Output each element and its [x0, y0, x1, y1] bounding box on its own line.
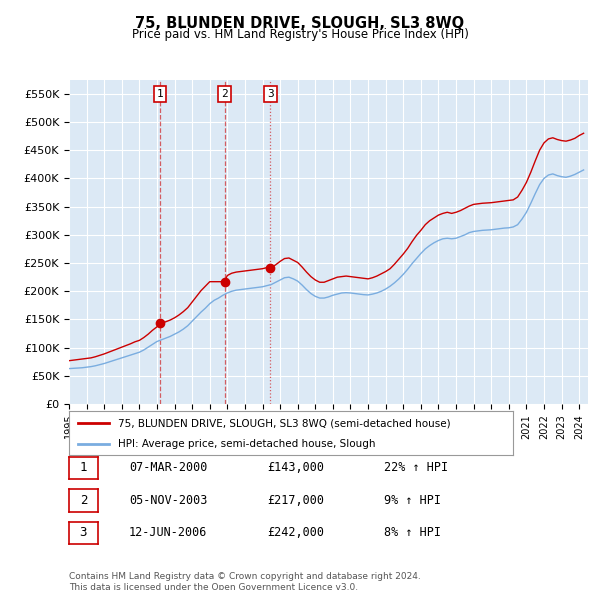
Text: 3: 3	[80, 526, 87, 539]
Text: Price paid vs. HM Land Registry's House Price Index (HPI): Price paid vs. HM Land Registry's House …	[131, 28, 469, 41]
Text: 1: 1	[80, 461, 87, 474]
Text: £217,000: £217,000	[267, 494, 324, 507]
Text: HPI: Average price, semi-detached house, Slough: HPI: Average price, semi-detached house,…	[118, 438, 376, 448]
Text: £143,000: £143,000	[267, 461, 324, 474]
Text: 9% ↑ HPI: 9% ↑ HPI	[384, 494, 441, 507]
Text: 1: 1	[157, 89, 164, 99]
Text: 07-MAR-2000: 07-MAR-2000	[129, 461, 208, 474]
Text: Contains HM Land Registry data © Crown copyright and database right 2024.
This d: Contains HM Land Registry data © Crown c…	[69, 572, 421, 590]
Text: 3: 3	[267, 89, 274, 99]
Text: 2: 2	[80, 494, 87, 507]
Text: 75, BLUNDEN DRIVE, SLOUGH, SL3 8WQ (semi-detached house): 75, BLUNDEN DRIVE, SLOUGH, SL3 8WQ (semi…	[118, 418, 451, 428]
Text: 2: 2	[221, 89, 228, 99]
Text: 8% ↑ HPI: 8% ↑ HPI	[384, 526, 441, 539]
Text: 75, BLUNDEN DRIVE, SLOUGH, SL3 8WQ: 75, BLUNDEN DRIVE, SLOUGH, SL3 8WQ	[136, 16, 464, 31]
Text: 22% ↑ HPI: 22% ↑ HPI	[384, 461, 448, 474]
Text: £242,000: £242,000	[267, 526, 324, 539]
Text: 05-NOV-2003: 05-NOV-2003	[129, 494, 208, 507]
Text: 12-JUN-2006: 12-JUN-2006	[129, 526, 208, 539]
